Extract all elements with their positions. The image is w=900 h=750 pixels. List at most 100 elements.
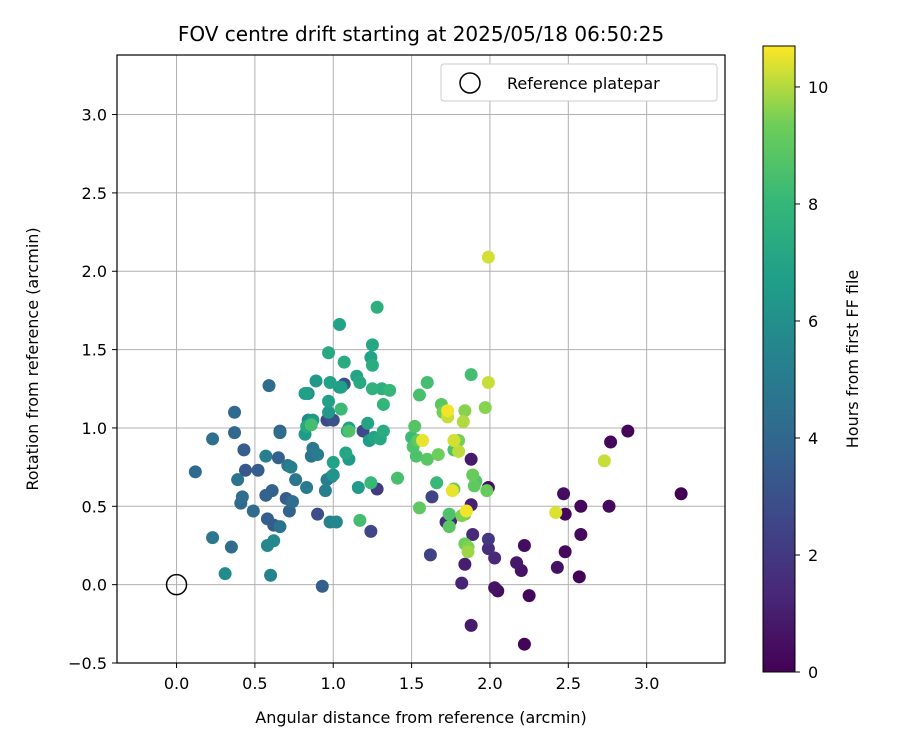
data-point [318,484,332,498]
data-point [298,386,312,400]
data-point [353,513,367,527]
data-point [390,471,404,485]
data-point [326,455,340,469]
data-point [251,463,265,477]
data-point [383,383,397,397]
data-point [409,449,423,463]
colorbar-tick-label: 2 [808,546,818,565]
data-point [456,415,470,429]
data-point [333,318,347,332]
data-point [322,405,336,419]
data-point [262,379,276,393]
data-point [224,540,238,554]
colorbar: 0 2 4 6 8 10 Hours from first FF file [762,45,862,682]
data-point [574,499,588,513]
data-point [557,487,571,501]
data-point [246,504,260,518]
data-point [517,538,531,552]
data-point [481,532,495,546]
data-point [322,346,336,360]
data-point [420,452,434,466]
colorbar-ticks: 0 2 4 6 8 10 [795,78,828,682]
chart-title: FOV centre drift starting at 2025/05/18 … [178,22,664,46]
data-point [481,542,495,556]
data-point [441,404,455,418]
data-point [259,449,273,463]
colorbar-label: Hours from first FF file [843,270,862,449]
data-point [466,528,480,542]
data-point [621,424,635,438]
data-point [259,488,273,502]
data-point [442,507,456,521]
data-point [447,433,461,447]
data-point [558,545,572,559]
data-point [452,444,466,458]
data-point [365,358,379,372]
data-point [550,560,564,574]
data-point [353,376,367,390]
data-point [351,480,365,494]
data-point [597,454,611,468]
colorbar-tick-label: 4 [808,429,818,448]
data-point [267,534,281,548]
data-point [488,551,502,565]
data-point [420,376,434,390]
data-point [361,416,375,430]
colorbar-tick-label: 0 [808,663,818,682]
x-tick-label: 2.0 [477,674,502,693]
colorbar-tick-label: 8 [808,195,818,214]
data-point [464,368,478,382]
legend-marker [459,72,481,94]
data-point [461,545,475,559]
data-point [273,520,287,534]
data-point [264,568,278,582]
legend-label: Reference platepar [507,74,660,93]
data-point [329,515,343,529]
legend: Reference platepar [440,63,718,102]
data-point [445,484,459,498]
data-point [602,499,616,513]
x-axis-label: Angular distance from reference (arcmin) [255,708,586,727]
data-point [481,376,495,390]
data-point [206,432,220,446]
x-axis-ticks: 0.0 0.5 1.0 1.5 2.0 2.5 3.0 [164,663,659,693]
data-point [284,460,298,474]
y-tick-label: −0.5 [68,654,107,673]
data-point [572,570,586,584]
data-point [334,402,348,416]
data-point [458,404,472,418]
y-tick-label: 1.5 [82,341,107,360]
y-axis-label: Rotation from reference (arcmin) [23,227,42,490]
data-point [364,524,378,538]
y-tick-label: 2.5 [82,184,107,203]
data-point [342,424,356,438]
data-point [517,637,531,651]
reference-point [165,573,188,596]
data-point [488,581,502,595]
data-point [365,338,379,352]
data-point [326,468,340,482]
data-point [478,401,492,415]
legend-box [440,63,718,102]
colorbar-tick-label: 10 [808,78,828,97]
data-point [271,451,285,465]
x-tick-label: 2.5 [556,674,581,693]
data-point [455,576,469,590]
x-tick-label: 3.0 [634,674,659,693]
data-point [334,380,348,394]
data-point [522,589,536,603]
data-point [376,424,390,438]
plot-frame [116,54,726,664]
data-point [235,490,249,504]
data-point [309,374,323,388]
data-point [364,476,378,490]
data-point [311,507,325,521]
scatter-points [188,250,688,651]
data-point [273,426,287,440]
data-point [423,548,437,562]
data-point [412,388,426,402]
y-tick-label: 2.0 [82,262,107,281]
data-point [481,250,495,264]
x-tick-label: 1.0 [321,674,346,693]
